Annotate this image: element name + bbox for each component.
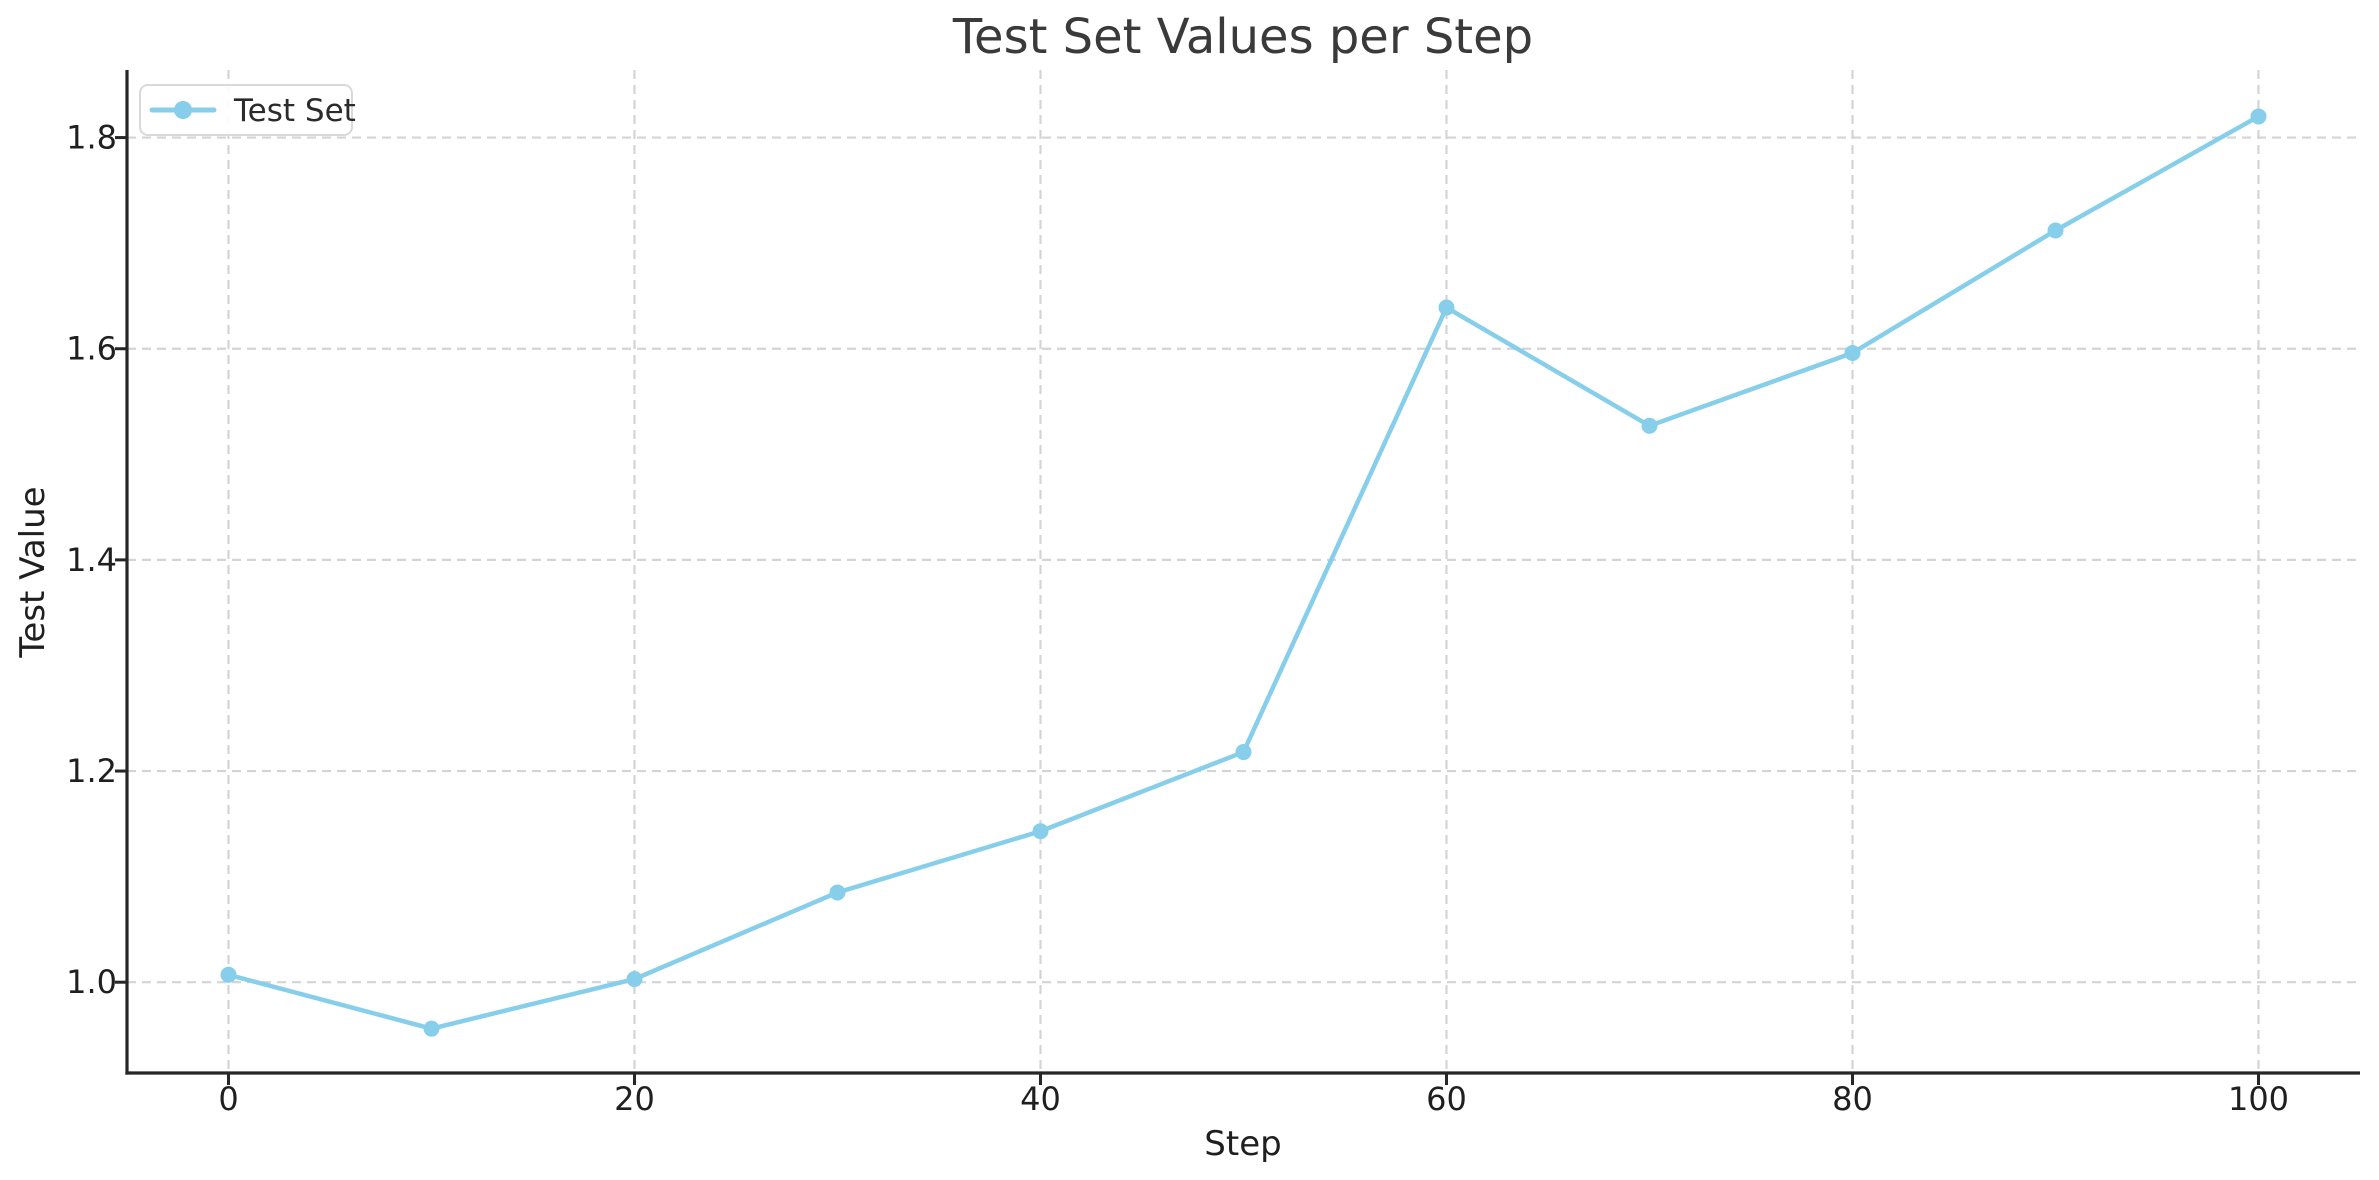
data-point-marker	[829, 884, 846, 901]
data-point-marker	[2047, 222, 2064, 239]
gridlines	[127, 70, 2360, 1073]
y-axis-label: Test Value	[13, 486, 53, 658]
axes-spines-and-ticks	[115, 70, 2360, 1085]
y-tick-label: 1.4	[66, 541, 117, 579]
x-tick-label: 40	[1020, 1080, 1061, 1118]
x-tick-label: 20	[614, 1080, 655, 1118]
x-tick-label: 80	[1832, 1080, 1873, 1118]
y-tick-label: 1.8	[66, 119, 117, 157]
data-point-marker	[220, 966, 237, 983]
x-tick-label: 100	[2228, 1080, 2289, 1118]
test-set-series-line	[220, 108, 2267, 1037]
data-point-marker	[1641, 417, 1658, 434]
legend: Test Set	[139, 84, 356, 136]
y-tick-labels: 1.0 1.2 1.4 1.6 1.8	[66, 119, 117, 1002]
y-tick-label: 1.6	[66, 330, 117, 368]
legend-box	[139, 84, 353, 136]
x-axis-label: Step	[1204, 1124, 1281, 1164]
data-point-marker	[1844, 344, 1861, 361]
y-tick-label: 1.0	[66, 963, 117, 1001]
data-point-marker	[1032, 823, 1049, 840]
data-point-marker	[626, 971, 643, 988]
series-line	[226, 114, 2261, 1031]
legend-marker-sample	[174, 101, 192, 119]
x-tick-label: 60	[1426, 1080, 1467, 1118]
chart-title: Test Set Values per Step	[952, 9, 1533, 65]
x-tick-labels: 0 20 40 60 80 100	[218, 1080, 2289, 1118]
legend-label: Test Set	[233, 93, 356, 129]
data-point-marker	[2250, 108, 2267, 125]
data-point-marker	[1438, 299, 1455, 316]
data-point-marker	[1235, 744, 1252, 761]
data-point-marker	[423, 1020, 440, 1037]
x-tick-label: 0	[218, 1080, 238, 1118]
y-tick-label: 1.2	[66, 752, 117, 790]
